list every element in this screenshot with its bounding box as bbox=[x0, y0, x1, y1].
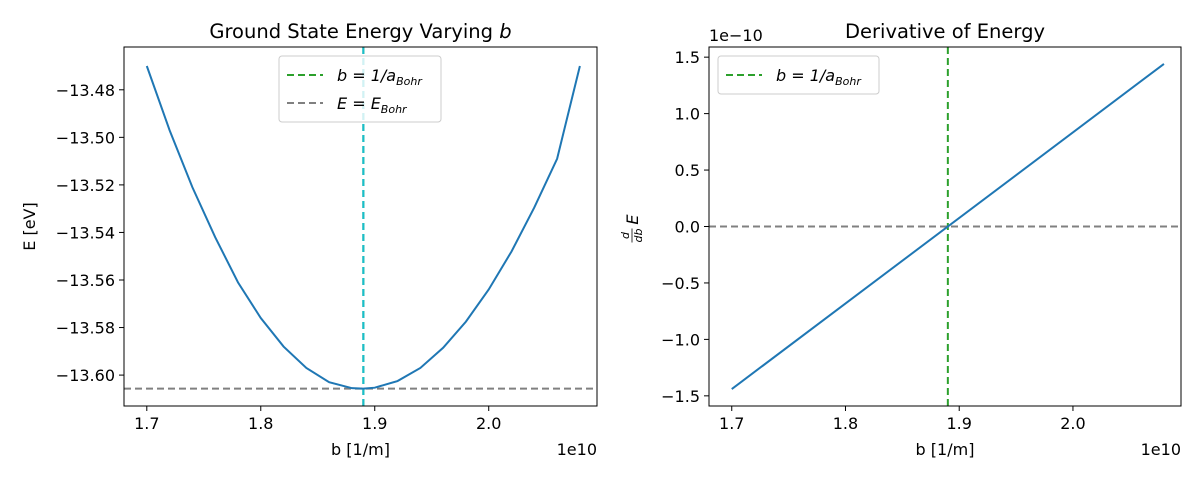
legend-label-main: E = E bbox=[337, 94, 382, 113]
chart-title-variable: b bbox=[499, 20, 511, 43]
energy-chart: 1.7 1.8 1.9 2.0 −13.48 −13.50 −13.52 −13.54 −13.… bbox=[20, 20, 598, 459]
legend-frame bbox=[278, 55, 442, 123]
derivative-chart: 1.7 1.8 1.9 2.0 1.5 1.0 0.5 0.0 −0.5 −1.0 −1.5 1e10… bbox=[619, 20, 1182, 459]
legend-label-subscript: Bohr bbox=[396, 75, 423, 88]
y-tick-label: −1.0 bbox=[661, 330, 700, 349]
y-tick-label: 0.5 bbox=[675, 161, 700, 180]
y-tick-label: −0.5 bbox=[661, 274, 700, 293]
y-tick-label: −13.50 bbox=[56, 128, 115, 147]
series-line bbox=[145, 65, 581, 390]
y-tick-label: −13.56 bbox=[56, 271, 115, 290]
legend-label-subscript: Bohr bbox=[381, 103, 408, 116]
y-tick-label: 1.5 bbox=[675, 48, 700, 67]
x-offset-label: 1e10 bbox=[1141, 440, 1181, 459]
y-tick-label: 0.0 bbox=[675, 218, 700, 237]
chart-title-text: Ground State Energy Varying bbox=[209, 20, 499, 43]
x-tick-label: 1.7 bbox=[134, 414, 159, 433]
x-tick-label: 1.8 bbox=[833, 414, 858, 433]
x-axis-label: b [1/m] bbox=[916, 440, 975, 459]
legend-frame bbox=[717, 55, 880, 95]
x-tick-label: 1.9 bbox=[362, 414, 387, 433]
x-tick-label: 1.9 bbox=[946, 414, 971, 433]
y-label-denominator: db bbox=[632, 229, 645, 243]
x-offset-label: 1e10 bbox=[557, 440, 597, 459]
x-tick-label: 2.0 bbox=[476, 414, 501, 433]
x-axis-label: b [1/m] bbox=[331, 440, 390, 459]
series-line bbox=[731, 63, 1165, 390]
y-label-numerator: d bbox=[619, 231, 632, 239]
y-axis-label: d db E bbox=[619, 214, 645, 243]
legend-label-subscript: Bohr bbox=[835, 75, 862, 88]
y-label-variable: E bbox=[623, 214, 642, 225]
legend-label: b = 1/aBohr bbox=[337, 66, 423, 88]
y-tick-label: 1.0 bbox=[675, 105, 700, 124]
x-tick-label: 1.8 bbox=[248, 414, 273, 433]
chart-title: Ground State Energy Varying b bbox=[209, 20, 511, 43]
y-tick-label: −13.54 bbox=[56, 223, 115, 242]
y-tick-label: −13.60 bbox=[56, 366, 115, 385]
y-tick-label: −13.58 bbox=[56, 319, 115, 338]
y-tick-label: −13.48 bbox=[56, 81, 115, 100]
x-tick-label: 2.0 bbox=[1060, 414, 1085, 433]
plot-area bbox=[709, 47, 1181, 406]
y-axis-label: E [eV] bbox=[20, 202, 39, 250]
chart-title: Derivative of Energy bbox=[845, 20, 1045, 43]
legend-label: b = 1/aBohr bbox=[776, 66, 862, 88]
legend-label-main: b = 1/a bbox=[337, 66, 396, 85]
y-offset-label: 1e−10 bbox=[709, 26, 763, 45]
legend-label: E = EBohr bbox=[337, 94, 408, 116]
y-tick-label: −13.52 bbox=[56, 176, 115, 195]
chart-title-text: Derivative of Energy bbox=[845, 20, 1045, 43]
axes-frame bbox=[123, 46, 598, 407]
y-tick-label: −1.5 bbox=[661, 387, 700, 406]
x-tick-label: 1.7 bbox=[719, 414, 744, 433]
legend: b = 1/aBohr bbox=[717, 55, 880, 95]
legend-label-main: b = 1/a bbox=[776, 66, 835, 85]
